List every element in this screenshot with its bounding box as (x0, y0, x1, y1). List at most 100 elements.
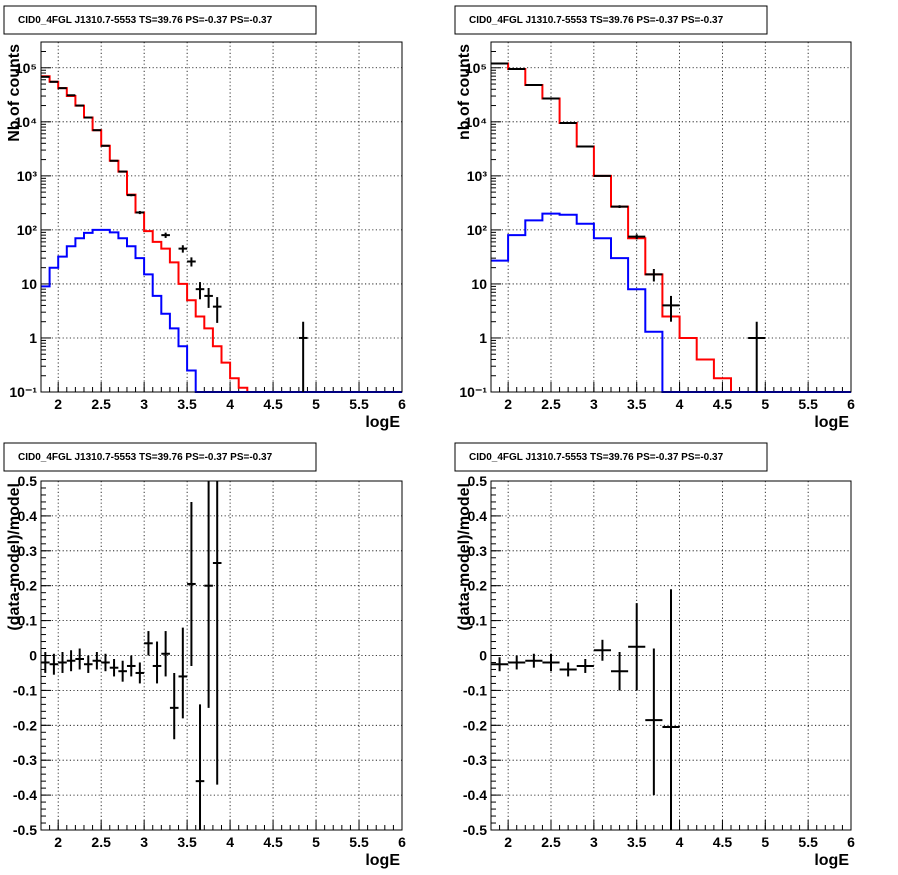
y-axis-label: (data-model)/model (6, 483, 23, 631)
x-tick-label: 3 (140, 396, 148, 412)
plot-frame (490, 480, 852, 831)
x-tick-label: 3.5 (627, 396, 647, 412)
x-tick-label: 2 (54, 834, 62, 850)
y-tick-label: 0.3 (468, 543, 488, 559)
data-point (41, 652, 50, 673)
x-tick-label: 4.5 (263, 834, 283, 850)
x-tick-label: 6 (847, 396, 855, 412)
data-point (576, 145, 594, 148)
y-tick-label: -0.1 (13, 682, 37, 698)
x-tick-label: 2 (504, 834, 512, 850)
y-tick-label: 0.4 (468, 508, 488, 524)
x-tick-label: 5 (312, 396, 320, 412)
y-tick-label: -0.4 (463, 787, 487, 803)
data-point (49, 653, 59, 675)
data-point (118, 660, 127, 682)
y-tick-label: -0.5 (463, 822, 487, 838)
data-point (83, 116, 93, 119)
data-point (178, 245, 188, 253)
x-tick-label: 4.5 (263, 396, 283, 412)
y-tick-label: 10 (21, 276, 37, 292)
x-tick-label: 5.5 (798, 396, 818, 412)
data-point (187, 257, 196, 267)
x-axis-label: logE (814, 852, 849, 869)
data-point (593, 174, 611, 177)
plot-frame (40, 41, 403, 393)
y-tick-label: 10² (17, 222, 38, 238)
chart-title-box (454, 442, 768, 472)
y-tick-label: -0.3 (13, 752, 37, 768)
y-tick-label: 1 (479, 330, 487, 346)
data-point (611, 652, 629, 691)
x-tick-label: 5.5 (798, 834, 818, 850)
x-tick-label: 6 (398, 396, 406, 412)
y-tick-label: 0.2 (18, 578, 38, 594)
chart-title: CID0_4FGL J1310.7-5553 TS=39.76 PS=-0.37… (469, 15, 724, 26)
data-point (628, 603, 646, 691)
y-tick-label: 10 (471, 276, 487, 292)
y-tick-label: 10³ (17, 168, 38, 184)
x-tick-label: 3 (140, 834, 148, 850)
x-tick-label: 5 (312, 834, 320, 850)
plot-area (41, 42, 402, 392)
data-point (92, 652, 102, 670)
data-point (161, 631, 170, 677)
x-tick-label: 2.5 (91, 396, 111, 412)
data-point (662, 295, 680, 322)
x-tick-label: 3 (590, 396, 598, 412)
y-tick-label: 10⁻¹ (9, 384, 37, 400)
chart-title-box (454, 5, 768, 35)
data-point (109, 658, 119, 677)
plot-frame (40, 480, 403, 831)
y-tick-label: 0.5 (468, 473, 488, 489)
data-point (101, 653, 110, 672)
x-tick-label: 5 (761, 834, 769, 850)
x-tick-label: 3.5 (177, 834, 197, 850)
data-point (109, 159, 119, 162)
y-tick-label: -0.2 (13, 717, 37, 733)
data-point (118, 170, 127, 173)
data-point (542, 653, 560, 672)
data-point (58, 652, 67, 673)
data-point (152, 641, 162, 684)
data-point (83, 655, 93, 673)
data-point (135, 210, 145, 215)
data-point (195, 282, 205, 300)
y-tick-label: 10⁵ (15, 60, 37, 76)
data-point (212, 297, 222, 323)
x-tick-label: 4 (226, 834, 234, 850)
y-tick-label: 10² (467, 222, 488, 238)
y-tick-label: 0.4 (18, 508, 38, 524)
data-point (645, 268, 663, 282)
data-point (508, 655, 526, 670)
x-axis-label: logE (365, 414, 400, 431)
x-tick-label: 3.5 (177, 396, 197, 412)
data-point (662, 589, 680, 830)
x-tick-label: 5 (761, 396, 769, 412)
data-point (126, 194, 136, 197)
x-tick-label: 4 (676, 834, 684, 850)
data-point (576, 658, 594, 673)
data-point (161, 232, 170, 238)
x-tick-label: 4 (226, 396, 234, 412)
data-point (144, 631, 153, 656)
data-point (525, 653, 543, 668)
data-point (611, 205, 629, 209)
x-axis-label: logE (814, 414, 849, 431)
x-tick-label: 5.5 (349, 396, 369, 412)
data-point (92, 129, 102, 132)
data-point (204, 288, 213, 308)
y-tick-label: 10⁻¹ (459, 384, 487, 400)
data-point (559, 662, 577, 677)
chart-panel-1: 2 2.5 3 3.5 4 4.5 5 5.5 6 10⁻¹ 1 10 10² 10³ 10⁴ 10⁵ logE… (3, 5, 406, 431)
data-point (298, 321, 308, 392)
chart-title: CID0_4FGL J1310.7-5553 TS=39.76 PS=-0.37… (18, 452, 273, 463)
y-tick-label: 10³ (467, 168, 488, 184)
data-point (66, 650, 76, 672)
y-tick-label: 0.5 (18, 473, 38, 489)
x-tick-label: 2.5 (541, 396, 561, 412)
x-tick-label: 4.5 (713, 834, 733, 850)
data-point (204, 481, 213, 708)
chart-title-box (3, 5, 317, 35)
data-point (135, 662, 145, 684)
